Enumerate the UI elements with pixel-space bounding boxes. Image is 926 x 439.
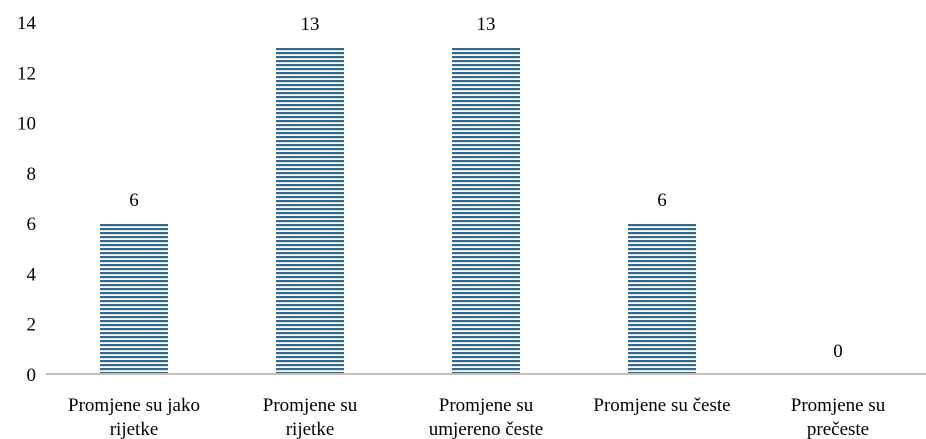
y-tick-label: 6	[27, 214, 37, 235]
data-label: 13	[301, 14, 320, 35]
category-label: umjereno česte	[429, 419, 543, 439]
y-tick-label: 14	[17, 13, 37, 34]
bar	[276, 47, 344, 375]
data-label: 6	[129, 190, 139, 211]
data-labels-group: 6 13 13 6 0	[129, 14, 843, 362]
category-label: Promjene su jako	[68, 395, 200, 416]
y-tick-label: 12	[17, 63, 36, 84]
category-label: rijetke	[110, 419, 159, 439]
bars-group	[100, 47, 696, 375]
category-label: Promjene su	[439, 395, 534, 416]
category-label: Promjene su	[263, 395, 358, 416]
y-tick-label: 2	[27, 315, 37, 336]
category-label: Promjene su česte	[593, 395, 730, 416]
data-label: 0	[833, 341, 843, 362]
y-tick-label: 10	[17, 114, 36, 135]
y-axis-tick-labels: 0 2 4 6 8 10 12 14	[17, 13, 37, 386]
y-tick-label: 4	[27, 264, 37, 285]
y-tick-label: 0	[27, 365, 37, 386]
bar	[100, 223, 168, 374]
bar	[628, 223, 696, 374]
data-label: 6	[657, 190, 667, 211]
data-label: 13	[477, 14, 496, 35]
category-label: prečeste	[807, 419, 869, 439]
y-tick-label: 8	[27, 164, 37, 185]
bar	[452, 47, 520, 375]
category-label: Promjene su	[791, 395, 886, 416]
category-labels-group: Promjene su jako rijetke Promjene su rijetk…	[68, 395, 886, 439]
category-label: rijetke	[286, 419, 335, 439]
